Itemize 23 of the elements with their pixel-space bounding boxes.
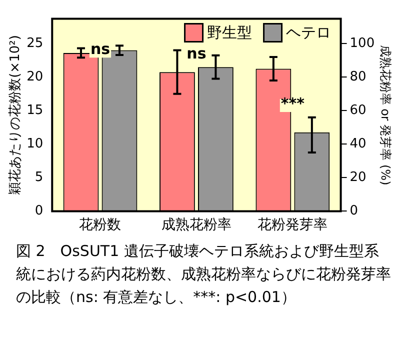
x-tick-label: 花粉数 (79, 217, 122, 234)
y2-tick-label: 60 (350, 103, 366, 118)
legend-label: ヘテロ (286, 24, 331, 42)
y-axis-title: 穎花あたりの花粉数(×10²) (8, 35, 24, 195)
y2-tick-label: 40 (350, 136, 366, 152)
y-tick-label: 10 (26, 136, 44, 152)
y-tick-label: 0 (34, 204, 44, 219)
y-tick-label: 25 (26, 36, 44, 51)
x-tick-label: 花粉発芽率 (258, 217, 328, 234)
legend-label: 野生型 (206, 24, 252, 42)
y2-tick-label: 100 (350, 36, 375, 51)
y2-tick-label: 80 (350, 70, 366, 84)
x-tick-label: 成熟花粉率 (161, 217, 232, 234)
annotation: ns (186, 44, 206, 63)
y-tick-label: 20 (26, 70, 44, 84)
y2-tick-label: 0 (350, 204, 358, 219)
y2-axis-title: 成熟花粉率 or 発芽率 (%) (378, 44, 393, 186)
annotation: ns (90, 40, 110, 58)
caption: 図 2 OsSUT1 遺伝子破壊ヘテロ系統および野生型系統における葯内花粉数、成熟花粉率ならびに花粉発芽率の比較（ns: 有意差なし、***: p<0.01） (15, 241, 392, 308)
y-tick-label: 15 (26, 103, 44, 118)
annotation: *** (280, 94, 305, 112)
y-tick-label: 5 (34, 170, 44, 186)
y2-tick-label: 20 (350, 170, 366, 186)
